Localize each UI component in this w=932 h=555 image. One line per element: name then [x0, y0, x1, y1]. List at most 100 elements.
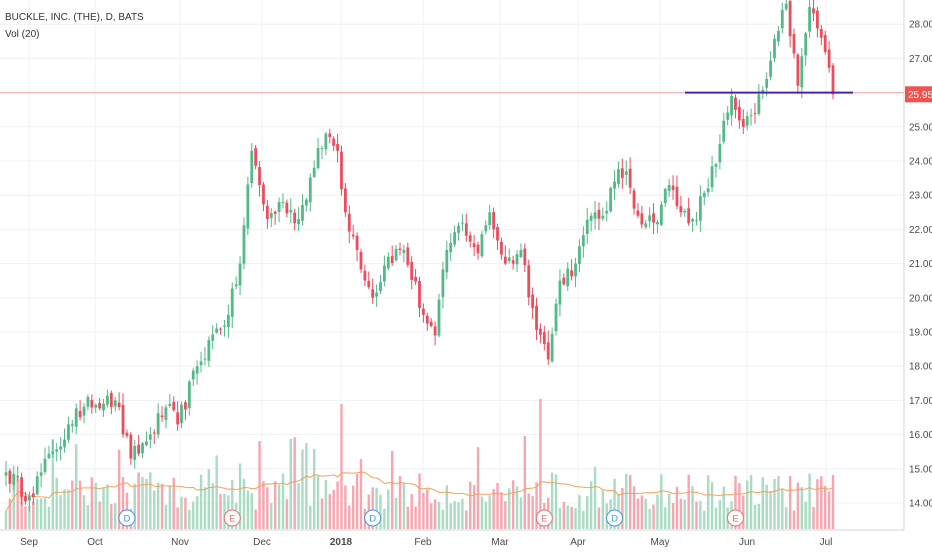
- volume-bar: [679, 498, 683, 529]
- volume-bar: [199, 474, 203, 529]
- volume-bar: [137, 472, 140, 529]
- candle-body: [730, 96, 733, 116]
- x-tick-label: Oct: [87, 537, 103, 548]
- candle-body: [457, 225, 460, 233]
- volume-bar: [24, 506, 27, 529]
- candle-body: [176, 412, 180, 425]
- x-axis[interactable]: Sep Oct Nov Dec 2018 Feb Mar Apr May Jun Jul: [0, 529, 904, 548]
- volume-bar: [324, 479, 328, 529]
- volume-bar: [156, 482, 160, 529]
- x-tick-label: Dec: [253, 537, 271, 548]
- volume-bar: [246, 490, 250, 529]
- volume-bar: [223, 493, 226, 529]
- volume-bar: [437, 502, 441, 529]
- volume-bar: [71, 480, 74, 529]
- volume-bar: [687, 474, 690, 529]
- volume-bar: [94, 482, 97, 529]
- candle-body: [199, 361, 203, 366]
- candle-body: [43, 458, 47, 472]
- volume-bar: [496, 482, 499, 529]
- dividend-marker-label: D: [369, 514, 376, 525]
- volume-bar: [706, 475, 710, 529]
- candle-body: [656, 221, 659, 225]
- candle-body: [500, 241, 503, 255]
- candle-body: [480, 234, 484, 257]
- volume-bar: [59, 495, 62, 529]
- volume-bar: [86, 504, 90, 529]
- candle-body: [644, 223, 648, 228]
- volume-bar: [102, 487, 105, 529]
- volume-bar: [738, 483, 741, 529]
- candle-body: [687, 208, 691, 224]
- volume-bar: [484, 501, 488, 529]
- dividend-marker-label: D: [123, 514, 130, 525]
- y-axis[interactable]: 14.00 15.00 16.00 17.00 18.00 19.00 20.00 21.00…: [903, 0, 932, 530]
- candle-body: [535, 305, 538, 330]
- candle-body: [24, 495, 27, 502]
- candle-body: [258, 167, 261, 185]
- candle-body: [355, 235, 359, 250]
- volume-bar: [734, 475, 737, 529]
- volume-bar: [504, 501, 507, 529]
- volume-bar: [695, 501, 698, 529]
- volume-indicator-label[interactable]: Vol (20): [5, 29, 40, 40]
- volume-bar: [67, 489, 70, 529]
- candle-body: [289, 210, 293, 213]
- candle-body: [539, 328, 542, 335]
- candle-body: [273, 211, 277, 214]
- candle-body: [702, 192, 706, 197]
- volume-bar: [426, 489, 429, 529]
- volume-bar: [519, 497, 523, 529]
- volume-bar: [51, 438, 55, 529]
- candle-body: [367, 280, 371, 288]
- y-tick-label: 28.00: [909, 20, 932, 31]
- candle-body: [445, 249, 449, 273]
- candle-body: [94, 404, 98, 408]
- candle-body: [254, 148, 258, 166]
- candle-body: [59, 446, 63, 450]
- candle-body: [749, 115, 753, 117]
- candle-body: [585, 219, 589, 234]
- volume-bar: [47, 506, 51, 529]
- y-tick-label: 16.00: [909, 430, 932, 441]
- volume-bar: [601, 490, 605, 529]
- candle-body: [211, 334, 215, 341]
- candle-body: [496, 226, 499, 241]
- volume-bar: [336, 481, 339, 529]
- volume-bar: [808, 473, 811, 529]
- volume-bar: [531, 496, 534, 529]
- x-tick-label: Jul: [820, 537, 833, 548]
- candle-body: [433, 326, 437, 336]
- volume-bar: [254, 509, 257, 529]
- volume-bar: [683, 499, 686, 529]
- volume-bar: [289, 439, 292, 529]
- earnings-marker-label: E: [229, 514, 235, 525]
- symbol-title[interactable]: BUCKLE, INC. (THE), D, BATS: [5, 12, 144, 23]
- volume-bar: [20, 490, 23, 529]
- x-tick-label: Mar: [491, 537, 509, 548]
- candle-body: [184, 402, 187, 410]
- candle-body: [203, 358, 207, 360]
- candle-body: [722, 120, 726, 142]
- volume-bar: [402, 483, 406, 529]
- candle-body: [812, 8, 815, 14]
- candle-body: [47, 453, 51, 459]
- volume-bar: [418, 473, 421, 529]
- volume-bar: [457, 502, 460, 529]
- volume-bar: [472, 485, 476, 529]
- volume-bar: [570, 506, 573, 529]
- earnings-marker-label: E: [732, 514, 738, 525]
- volume-bar: [359, 459, 363, 529]
- volume-bar: [578, 495, 581, 529]
- volume-bar: [293, 437, 296, 529]
- volume-bar: [652, 504, 655, 529]
- volume-bar: [145, 478, 148, 529]
- candle-body: [734, 97, 737, 110]
- volume-bar: [316, 475, 320, 529]
- candle-body: [379, 282, 382, 291]
- candle-body: [503, 256, 507, 264]
- candle-body: [262, 184, 265, 205]
- earnings-marker: [726, 509, 744, 527]
- earnings-marker: [223, 509, 241, 527]
